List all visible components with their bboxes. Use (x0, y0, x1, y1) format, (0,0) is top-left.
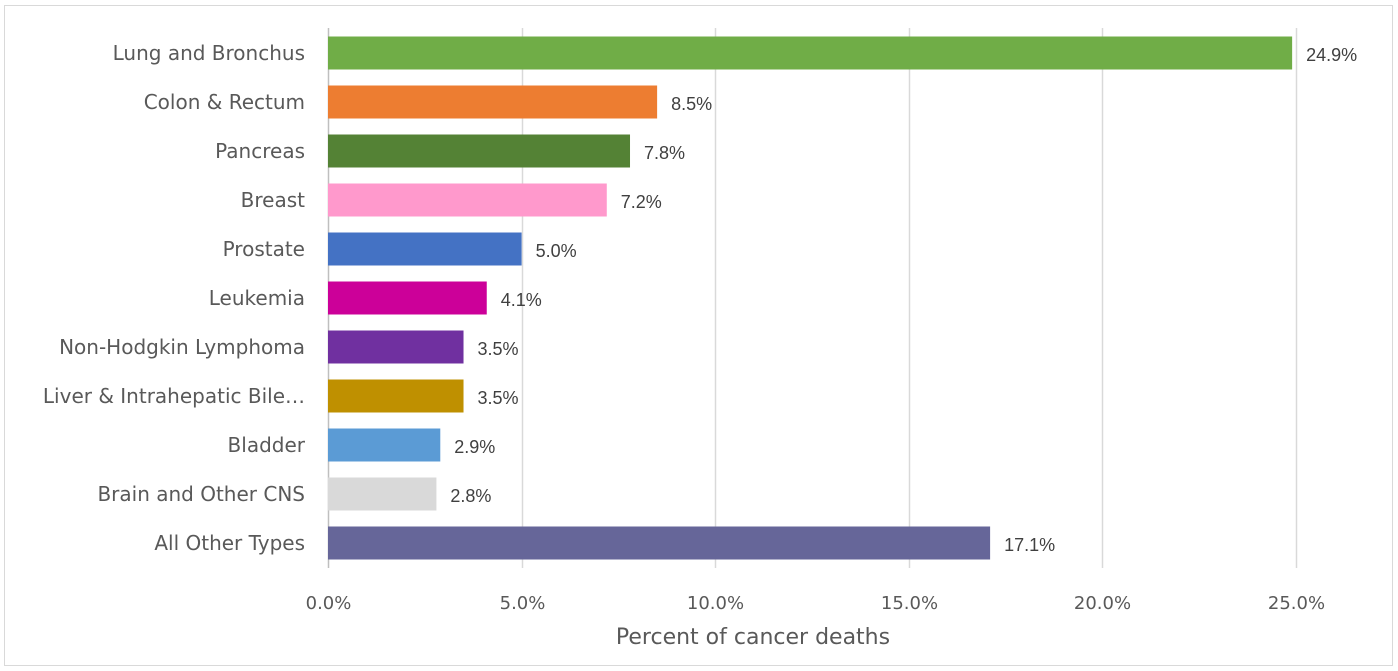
category-label: All Other Types (154, 531, 305, 555)
bars-group (328, 36, 1293, 560)
x-tick-label: 25.0% (1268, 593, 1325, 614)
category-label: Non-Hodgkin Lymphoma (59, 335, 305, 359)
category-label: Bladder (228, 433, 306, 457)
bar (328, 477, 437, 511)
data-label: 7.8% (644, 143, 685, 163)
category-label: Breast (241, 188, 305, 212)
x-axis-tick-labels: 0.0% 5.0% 10.0% 15.0% 20.0% 25.0% (306, 593, 1325, 614)
x-tick-label: 0.0% (306, 593, 352, 614)
bar (328, 85, 658, 119)
bar (328, 183, 607, 217)
data-label: 5.0% (536, 241, 577, 261)
data-label: 3.5% (478, 388, 519, 408)
x-tick-label: 10.0% (687, 593, 744, 614)
category-label: Pancreas (215, 139, 305, 163)
data-label: 8.5% (671, 94, 712, 114)
category-label: Colon & Rectum (144, 90, 305, 114)
bar (328, 232, 522, 266)
data-label: 7.2% (621, 192, 662, 212)
bar (328, 330, 464, 364)
data-labels: 24.9% 8.5% 7.8% 7.2% 5.0% 4.1% 3.5% 3.5% 2.9% 2.8… (450, 45, 1357, 555)
data-label: 2.9% (454, 437, 495, 457)
x-axis-title: Percent of cancer deaths (616, 625, 890, 650)
x-tick-label: 15.0% (881, 593, 938, 614)
data-label: 24.9% (1306, 45, 1357, 65)
category-label: Lung and Bronchus (113, 41, 305, 65)
category-label: Leukemia (209, 286, 305, 310)
bar (328, 281, 487, 315)
bar (328, 36, 1293, 70)
category-labels: Lung and Bronchus Colon & Rectum Pancreas B… (43, 41, 306, 555)
data-label: 4.1% (501, 290, 542, 310)
x-tick-label: 5.0% (500, 593, 546, 614)
category-label: Liver & Intrahepatic Bile… (43, 384, 305, 408)
bar (328, 526, 991, 560)
data-label: 2.8% (450, 486, 491, 506)
bar (328, 134, 631, 168)
x-tick-label: 20.0% (1074, 593, 1131, 614)
category-label: Prostate (223, 237, 305, 261)
data-label: 3.5% (478, 339, 519, 359)
category-label: Brain and Other CNS (97, 482, 305, 506)
bar (328, 379, 464, 413)
data-label: 17.1% (1004, 535, 1055, 555)
bar (328, 428, 441, 462)
